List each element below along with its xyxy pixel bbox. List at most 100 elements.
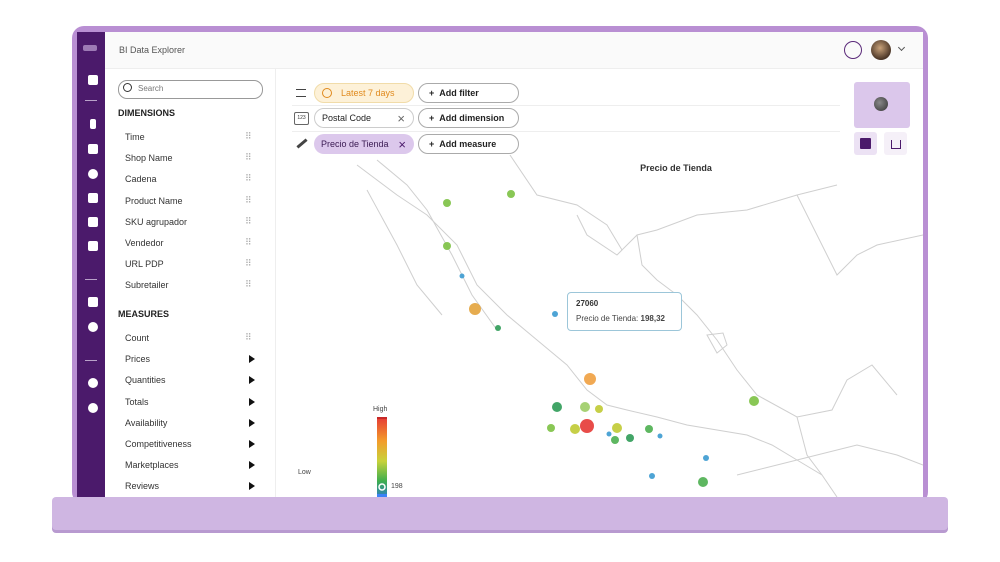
share-button[interactable] (884, 132, 907, 155)
map-point[interactable] (611, 436, 619, 444)
add-filter[interactable]: + Add filter (418, 83, 519, 103)
separator (85, 100, 97, 101)
map-point[interactable] (552, 402, 562, 412)
laptop-base (52, 497, 948, 530)
search-button[interactable] (844, 41, 862, 59)
map-point[interactable] (547, 424, 555, 432)
expand-arrow (249, 440, 255, 448)
map-point[interactable] (459, 273, 465, 279)
drag-handle: ⠿ (245, 237, 252, 247)
save-icon (860, 138, 871, 149)
layout-icon (88, 217, 98, 227)
avatar[interactable] (871, 40, 891, 60)
logo-icon (83, 45, 97, 51)
clock-icon (322, 88, 332, 98)
measure-chip[interactable]: Precio de Tienda × (314, 134, 414, 154)
coastlines (356, 155, 923, 497)
map-point[interactable] (698, 477, 708, 487)
drag-handle: ⠿ (245, 173, 252, 184)
drag-handle: ⠿ (245, 258, 252, 269)
dimension-item[interactable]: Shop Name (125, 153, 173, 164)
map-point[interactable] (612, 423, 622, 433)
dimension-chip[interactable]: Postal Code × (314, 108, 414, 128)
remove-icon[interactable]: × (398, 136, 406, 152)
cube-icon (88, 297, 98, 307)
dimension-item[interactable]: Vendedor (125, 238, 164, 248)
dimension-item[interactable]: Product Name (125, 195, 183, 206)
measure-label: Precio de Tienda (321, 139, 389, 149)
map-point[interactable] (645, 425, 653, 433)
add-filter-label: Add filter (439, 88, 479, 98)
map-point[interactable] (595, 405, 603, 413)
tooltip-label: Precio de Tienda: 198,32 (576, 314, 665, 323)
remove-icon[interactable]: × (397, 110, 405, 126)
globe-icon (874, 97, 888, 111)
separator (85, 360, 97, 361)
drag-handle: ⠿ (245, 131, 252, 141)
legend-low: Low (298, 469, 311, 476)
map-point[interactable] (552, 311, 558, 317)
measure-item[interactable]: Competitiveness (125, 439, 192, 449)
measure-item[interactable]: Quantities (125, 375, 166, 386)
separator (292, 105, 840, 106)
map-point[interactable] (580, 402, 590, 412)
dimension-item[interactable]: Subretailer (125, 280, 169, 291)
map-point[interactable] (469, 303, 481, 315)
dimension-item[interactable]: SKU agrupador (125, 216, 188, 227)
expand-arrow (249, 461, 255, 470)
store-icon (88, 193, 98, 203)
expand-arrow (249, 355, 255, 364)
map-point[interactable] (703, 455, 709, 461)
screen: BI Data Explorer Search DIMENSIONS MEASU… (77, 32, 923, 497)
dimension-item[interactable]: Time (125, 132, 145, 142)
map-point[interactable] (606, 431, 612, 437)
add-measure[interactable]: + Add measure (418, 134, 519, 154)
share-icon (891, 140, 901, 149)
map-point[interactable] (507, 190, 515, 198)
measure-item[interactable]: Totals (125, 396, 149, 407)
map-point[interactable] (495, 325, 501, 331)
map-point[interactable] (584, 373, 596, 385)
search-box[interactable] (118, 80, 263, 99)
measure-item[interactable]: Prices (125, 354, 151, 365)
map-point[interactable] (443, 199, 451, 207)
drag-handle: ⠿ (245, 279, 252, 290)
filter-chip[interactable]: Latest 7 days (314, 83, 414, 103)
dimension-item[interactable]: Cadena (125, 174, 157, 185)
measure-item[interactable]: Availability (125, 417, 168, 428)
map-point[interactable] (570, 424, 580, 434)
dimension-item[interactable]: URL PDP (125, 259, 164, 270)
dimension-label: Postal Code (322, 113, 372, 123)
measure-item[interactable]: Reviews (125, 481, 160, 492)
expand-arrow (249, 376, 255, 385)
grid-icon (88, 75, 98, 85)
filter-icon (296, 89, 306, 97)
separator (292, 131, 840, 132)
info-icon (88, 378, 98, 388)
sidebar (105, 69, 276, 497)
dimension-icon: 123 (294, 112, 309, 125)
map-point[interactable] (657, 433, 663, 439)
image-icon (88, 241, 98, 251)
section-title: DIMENSIONS (118, 108, 176, 118)
map-point[interactable] (580, 419, 594, 433)
eye-icon (88, 169, 98, 179)
chart-icon (88, 144, 98, 154)
scale-handle[interactable] (377, 417, 387, 419)
icon-rail (77, 32, 105, 497)
measure-item[interactable]: Marketplaces (125, 460, 179, 471)
measure-item[interactable]: Count (125, 333, 150, 343)
help-icon (88, 403, 98, 413)
map-point[interactable] (443, 242, 451, 250)
map-point[interactable] (626, 434, 634, 442)
drag-handle: ⠿ (245, 194, 252, 205)
filter-label: Latest 7 days (341, 88, 395, 98)
app-title: BI Data Explorer (119, 45, 186, 55)
add-dimension[interactable]: + Add dimension (418, 108, 519, 128)
map-point[interactable] (649, 473, 655, 479)
tooltip-label-text: Precio de Tienda: (576, 314, 639, 323)
drag-handle: ⠿ (245, 152, 252, 163)
compass-icon (88, 322, 98, 332)
scale-handle[interactable] (377, 494, 387, 497)
map-point[interactable] (749, 396, 759, 406)
